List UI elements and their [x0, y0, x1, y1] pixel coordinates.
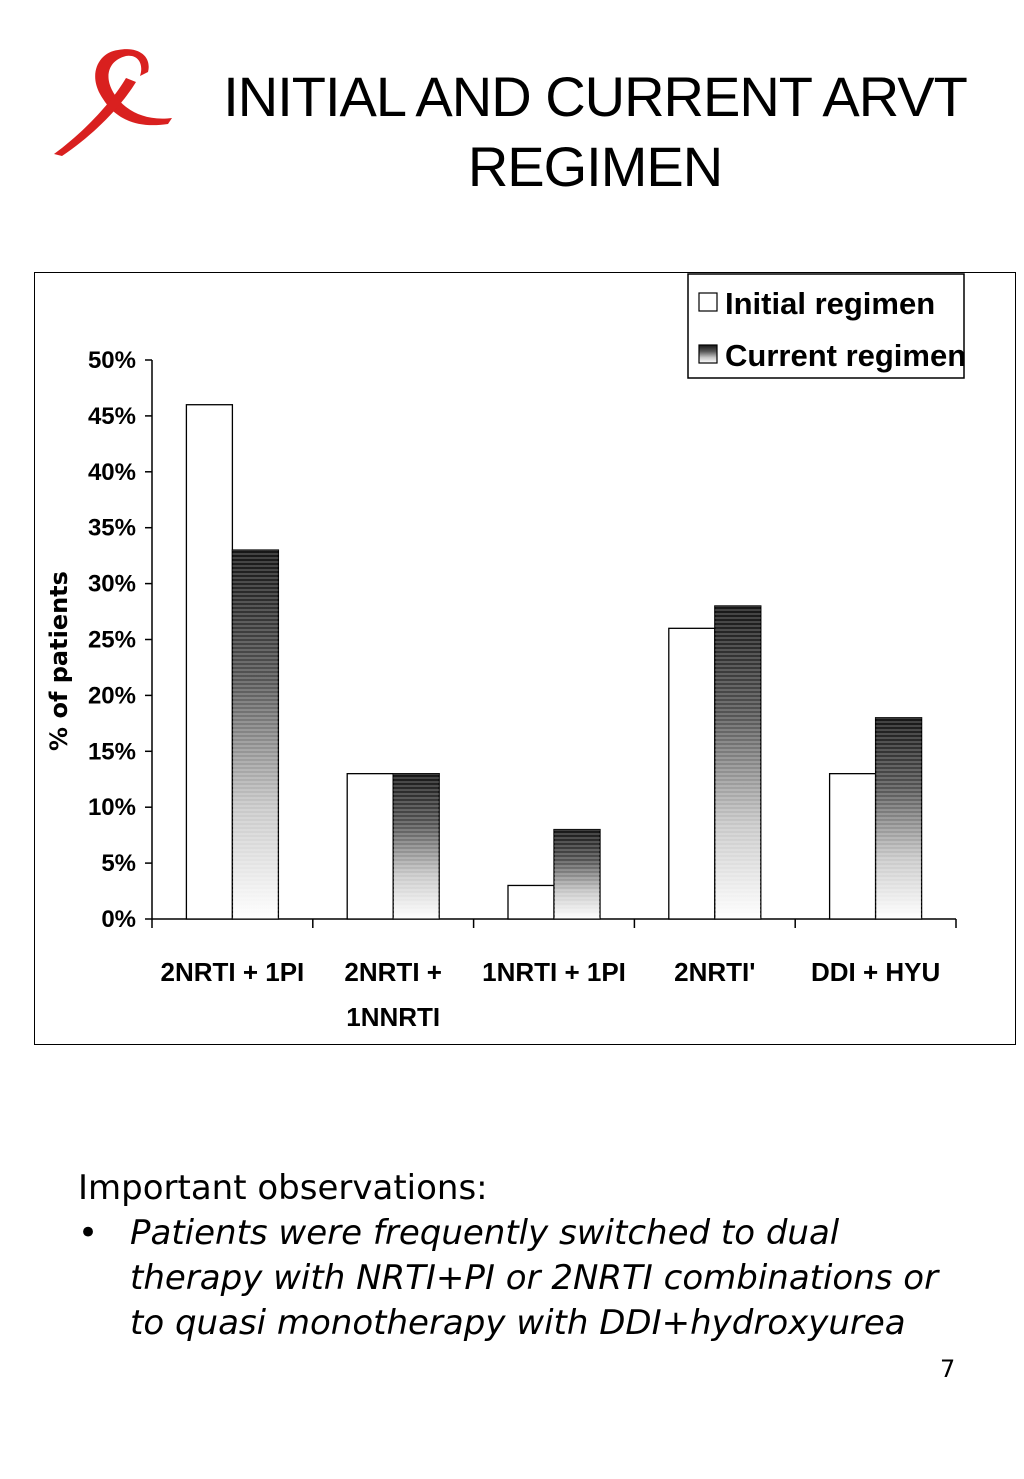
y-tick-label: 15% — [88, 738, 136, 765]
observation-text: Patients were frequently switched to dua… — [130, 1213, 939, 1343]
legend-box — [687, 273, 965, 379]
bar-chart: 0% 5% 10% 15% 20% 25% 30% 35% 40% 45% 50% 2NRTI + … — [45, 273, 966, 1032]
x-tick-label: 1NRTI + 1PI — [482, 957, 626, 987]
legend-label-initial: Initial regimen — [725, 286, 935, 321]
bar-current-texture — [554, 829, 600, 919]
bar-initial — [828, 773, 877, 920]
bar-initial — [346, 773, 394, 920]
x-tick-label: 2NRTI + 1PI — [161, 957, 305, 987]
bar-initial — [668, 627, 716, 920]
chart-frame: 0% 5% 10% 15% 20% 25% 30% 35% 40% 45% 50% 2NRTI + … — [34, 272, 1016, 1045]
legend-label-current: Current regimen — [725, 338, 966, 373]
x-tick-label: 2NRTI + — [344, 957, 442, 987]
x-tick-label: 2NRTI' — [674, 957, 755, 987]
y-tick-label: 0% — [101, 906, 136, 933]
page-number: 7 — [940, 1355, 956, 1383]
x-tick-label: DDI + HYU — [811, 957, 940, 987]
observations-heading: Important observations: — [78, 1168, 488, 1208]
bar-current-texture — [875, 717, 922, 919]
page-title: INITIAL AND CURRENT ARVT REGIMEN — [170, 62, 1020, 202]
legend-swatch-current — [698, 344, 718, 364]
y-axis: 0% 5% 10% 15% 20% 25% 30% 35% 40% 45% 50% — [88, 347, 153, 933]
y-tick-label: 20% — [88, 682, 136, 709]
observations-section: Important observations: • Patients were … — [78, 1166, 958, 1346]
bar-current-texture — [393, 773, 440, 919]
y-tick-label: 45% — [88, 403, 136, 430]
category-labels: 2NRTI + 1PI 2NRTI + 1NNRTI 1NRTI + 1PI 2NRTI… — [161, 957, 941, 1032]
legend: Initial regimen Current regimen — [687, 273, 966, 379]
observations-list: • Patients were frequently switched to d… — [78, 1211, 958, 1346]
y-axis-label: % of patients — [45, 571, 73, 751]
x-tick-label: 1NNRTI — [346, 1002, 440, 1032]
observation-item: • Patients were frequently switched to d… — [78, 1211, 958, 1346]
bullet-icon: • — [78, 1213, 99, 1253]
y-tick-label: 50% — [88, 347, 136, 374]
bars — [185, 404, 923, 920]
bar-current-texture — [714, 605, 761, 919]
y-tick-label: 35% — [88, 515, 136, 542]
bar-initial — [185, 404, 234, 920]
red-ribbon-icon — [54, 49, 172, 156]
x-axis — [151, 918, 957, 928]
title-line-1: INITIAL AND CURRENT ARVT — [223, 65, 968, 128]
title-line-2: REGIMEN — [467, 135, 723, 198]
bar-initial — [507, 884, 555, 920]
y-tick-label: 25% — [88, 627, 136, 654]
bar-current-texture — [232, 550, 279, 919]
y-tick-label: 40% — [88, 459, 136, 486]
y-tick-label: 30% — [88, 571, 136, 598]
y-tick-label: 5% — [101, 850, 136, 877]
legend-swatch-initial — [698, 292, 718, 312]
y-tick-label: 10% — [88, 794, 136, 821]
